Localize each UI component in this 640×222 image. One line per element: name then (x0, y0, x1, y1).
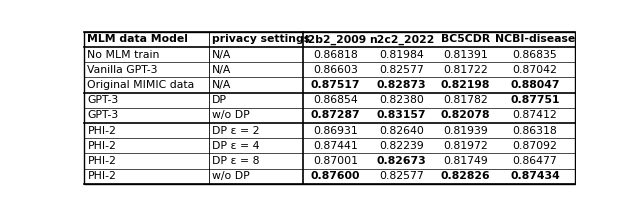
Text: 0.82577: 0.82577 (380, 65, 424, 75)
Text: 0.86318: 0.86318 (513, 126, 557, 136)
Text: 0.87042: 0.87042 (513, 65, 557, 75)
Text: 0.82640: 0.82640 (380, 126, 424, 136)
Text: BC5CDR: BC5CDR (440, 34, 490, 44)
Text: 0.86603: 0.86603 (313, 65, 358, 75)
Text: 0.87412: 0.87412 (513, 110, 557, 121)
Text: N/A: N/A (212, 65, 231, 75)
Text: 0.81782: 0.81782 (443, 95, 488, 105)
Text: 0.87287: 0.87287 (311, 110, 360, 121)
Text: 0.86818: 0.86818 (313, 50, 358, 59)
Text: n2c2_2022: n2c2_2022 (369, 34, 435, 44)
Text: N/A: N/A (212, 80, 231, 90)
Text: 0.82873: 0.82873 (377, 80, 426, 90)
Text: i2b2_2009: i2b2_2009 (305, 34, 367, 44)
Text: 0.81391: 0.81391 (443, 50, 488, 59)
Text: DP: DP (212, 95, 227, 105)
Text: DP ε = 4: DP ε = 4 (212, 141, 259, 151)
Text: privacy settings: privacy settings (212, 34, 310, 44)
Text: Vanilla GPT-3: Vanilla GPT-3 (88, 65, 158, 75)
Text: DP ε = 2: DP ε = 2 (212, 126, 259, 136)
Text: 0.83157: 0.83157 (377, 110, 426, 121)
Text: GPT-3: GPT-3 (88, 110, 118, 121)
Text: GPT-3: GPT-3 (88, 95, 118, 105)
Text: 0.82078: 0.82078 (440, 110, 490, 121)
Text: PHI-2: PHI-2 (88, 156, 116, 166)
Text: 0.86854: 0.86854 (313, 95, 358, 105)
Bar (84, 32, 575, 184)
Text: 0.87441: 0.87441 (313, 141, 358, 151)
Text: 0.81722: 0.81722 (443, 65, 488, 75)
Text: MLM data Model: MLM data Model (88, 34, 188, 44)
Text: 0.82198: 0.82198 (440, 80, 490, 90)
Text: 0.86835: 0.86835 (513, 50, 557, 59)
Text: 0.81972: 0.81972 (443, 141, 488, 151)
Text: w/o DP: w/o DP (212, 171, 250, 181)
Text: DP ε = 8: DP ε = 8 (212, 156, 259, 166)
Text: 0.87751: 0.87751 (510, 95, 560, 105)
Text: 0.88047: 0.88047 (510, 80, 560, 90)
Text: PHI-2: PHI-2 (88, 126, 116, 136)
Text: 0.82380: 0.82380 (380, 95, 424, 105)
Text: No MLM train: No MLM train (88, 50, 160, 59)
Text: 0.86477: 0.86477 (513, 156, 557, 166)
Text: 0.81984: 0.81984 (380, 50, 424, 59)
Text: 0.82673: 0.82673 (377, 156, 426, 166)
Text: 0.82826: 0.82826 (440, 171, 490, 181)
Text: 0.82577: 0.82577 (380, 171, 424, 181)
Text: w/o DP: w/o DP (212, 110, 250, 121)
Text: 0.87092: 0.87092 (513, 141, 557, 151)
Text: 0.86931: 0.86931 (313, 126, 358, 136)
Text: Original MIMIC data: Original MIMIC data (88, 80, 195, 90)
Text: 0.81749: 0.81749 (443, 156, 488, 166)
Text: N/A: N/A (212, 50, 231, 59)
Text: NCBI-disease: NCBI-disease (495, 34, 575, 44)
Text: 0.87001: 0.87001 (313, 156, 358, 166)
Text: PHI-2: PHI-2 (88, 141, 116, 151)
Text: 0.81939: 0.81939 (443, 126, 488, 136)
Text: 0.87434: 0.87434 (510, 171, 560, 181)
Text: 0.82239: 0.82239 (380, 141, 424, 151)
Text: 0.87517: 0.87517 (311, 80, 360, 90)
Text: PHI-2: PHI-2 (88, 171, 116, 181)
Text: 0.87600: 0.87600 (311, 171, 360, 181)
